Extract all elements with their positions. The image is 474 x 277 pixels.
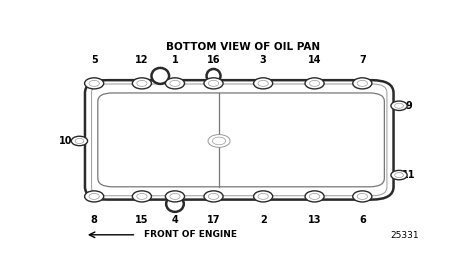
Circle shape <box>165 191 184 202</box>
Text: 5: 5 <box>91 55 98 65</box>
Text: 7: 7 <box>359 55 365 65</box>
Circle shape <box>208 135 230 147</box>
Ellipse shape <box>166 196 184 212</box>
Circle shape <box>89 80 99 86</box>
Circle shape <box>137 193 147 199</box>
Text: 12: 12 <box>135 55 149 65</box>
Circle shape <box>395 103 403 108</box>
Text: 11: 11 <box>402 170 416 180</box>
Circle shape <box>357 193 367 199</box>
Circle shape <box>353 191 372 202</box>
Circle shape <box>170 80 180 86</box>
Text: 8: 8 <box>91 215 98 225</box>
Circle shape <box>170 193 180 199</box>
Circle shape <box>89 193 99 199</box>
Text: 13: 13 <box>308 215 321 225</box>
Circle shape <box>391 101 407 111</box>
Text: 25331: 25331 <box>391 231 419 240</box>
Circle shape <box>391 170 407 180</box>
Circle shape <box>132 78 152 89</box>
Text: 10: 10 <box>59 136 73 146</box>
Ellipse shape <box>207 69 220 83</box>
Text: 4: 4 <box>172 215 178 225</box>
Circle shape <box>209 193 219 199</box>
Circle shape <box>254 78 273 89</box>
Text: 17: 17 <box>207 215 220 225</box>
Text: 14: 14 <box>308 55 321 65</box>
Circle shape <box>75 138 84 143</box>
Text: 15: 15 <box>135 215 149 225</box>
Text: 6: 6 <box>359 215 365 225</box>
Circle shape <box>84 78 104 89</box>
Circle shape <box>395 173 403 178</box>
Text: 16: 16 <box>207 55 220 65</box>
Circle shape <box>84 191 104 202</box>
Circle shape <box>165 78 184 89</box>
Circle shape <box>204 191 223 202</box>
Circle shape <box>204 78 223 89</box>
Circle shape <box>305 78 324 89</box>
Circle shape <box>357 80 367 86</box>
Circle shape <box>353 78 372 89</box>
Circle shape <box>254 191 273 202</box>
Text: 9: 9 <box>406 101 412 111</box>
Circle shape <box>71 136 88 146</box>
Circle shape <box>310 193 319 199</box>
Text: 1: 1 <box>172 55 178 65</box>
Circle shape <box>212 137 226 145</box>
Circle shape <box>209 80 219 86</box>
Ellipse shape <box>152 68 169 84</box>
Text: BOTTOM VIEW OF OIL PAN: BOTTOM VIEW OF OIL PAN <box>166 42 320 52</box>
Text: 3: 3 <box>260 55 266 65</box>
Circle shape <box>258 80 268 86</box>
Circle shape <box>305 191 324 202</box>
Text: FRONT OF ENGINE: FRONT OF ENGINE <box>144 230 237 239</box>
Circle shape <box>310 80 319 86</box>
Circle shape <box>258 193 268 199</box>
FancyBboxPatch shape <box>85 80 393 200</box>
Circle shape <box>137 80 147 86</box>
Circle shape <box>132 191 152 202</box>
Text: 2: 2 <box>260 215 266 225</box>
